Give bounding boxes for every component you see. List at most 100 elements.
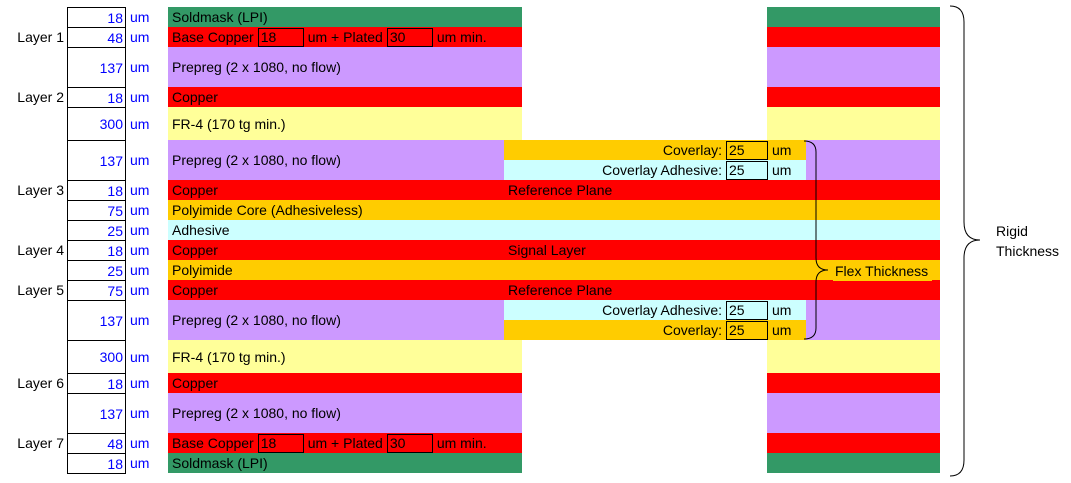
- layer-label: Layer 6: [17, 375, 64, 391]
- prepreg-4-right-band: [767, 393, 940, 433]
- coverlay-top-band: Coverlay: 25 um: [504, 140, 806, 160]
- coverlay-adhesive-top-label: Coverlay Adhesive:: [602, 162, 722, 178]
- fr4-bottom-right-band: [767, 340, 940, 373]
- thickness-unit: um: [130, 375, 150, 391]
- signal-layer-label: Signal Layer: [508, 242, 586, 258]
- rigid-thickness-bracket-icon: [949, 5, 981, 477]
- um-plus-plated-bottom-label: um + Plated: [307, 435, 383, 451]
- coverlay-adhesive-top-value[interactable]: 25: [726, 160, 768, 180]
- thickness-unit: um: [130, 405, 150, 421]
- coverlay-adhesive-bottom-value[interactable]: 25: [726, 300, 768, 320]
- layer-label: Layer 5: [17, 282, 64, 298]
- prepreg-1-band: Prepreg (2 x 1080, no flow): [168, 47, 522, 87]
- copper-layer5-label: Copper: [172, 282, 218, 298]
- prepreg-2-right-band: [806, 140, 940, 180]
- coverlay-adhesive-top-band: Coverlay Adhesive: 25 um: [504, 160, 806, 180]
- prepreg-1-right-band: [767, 47, 940, 87]
- rigid-thickness-line1: Rigid: [996, 223, 1028, 239]
- thickness-cell[interactable]: 48: [67, 27, 126, 48]
- coverlay-bottom-label: Coverlay:: [662, 322, 722, 338]
- thickness-unit: um: [130, 282, 150, 298]
- prepreg-4-band: Prepreg (2 x 1080, no flow): [168, 393, 522, 433]
- plated-top-value[interactable]: 30: [386, 27, 433, 47]
- adhesive-band: Adhesive: [168, 220, 940, 240]
- coverlay-adhesive-top-unit: um: [772, 162, 792, 178]
- coverlay-top-unit: um: [772, 142, 792, 158]
- coverlay-adhesive-bottom-label: Coverlay Adhesive:: [602, 302, 722, 318]
- fr4-top-label: FR-4 (170 tg min.): [172, 115, 286, 132]
- thickness-cell[interactable]: 300: [67, 340, 126, 374]
- base-copper-bottom-value[interactable]: 18: [257, 433, 304, 453]
- flex-thickness-bracket-icon: [803, 140, 829, 340]
- thickness-cell[interactable]: 137: [67, 393, 126, 434]
- coverlay-bottom-value[interactable]: 25: [726, 320, 768, 340]
- thickness-unit: um: [130, 9, 150, 25]
- rigid-thickness-label: Rigid Thickness: [996, 221, 1059, 261]
- thickness-unit: um: [130, 115, 150, 132]
- thickness-cell[interactable]: 75: [67, 280, 126, 301]
- layer-label: Layer 1: [17, 29, 64, 45]
- copper-layer6-right-band: [767, 373, 940, 393]
- base-copper-top-label: Base Copper: [172, 29, 254, 45]
- polyimide-core-label: Polyimide Core (Adhesiveless): [172, 202, 363, 218]
- um-plus-plated-top-label: um + Plated: [307, 29, 383, 45]
- thickness-unit: um: [130, 222, 150, 238]
- thickness-unit: um: [130, 202, 150, 218]
- base-copper-bottom-band: Base Copper 18 um + Plated 30 um min.: [168, 433, 522, 453]
- copper-layer6-band: Copper: [168, 373, 522, 393]
- fr4-top-band: FR-4 (170 tg min.): [168, 107, 522, 140]
- thickness-unit: um: [130, 262, 150, 278]
- coverlay-bottom-band: Coverlay: 25 um: [504, 320, 806, 340]
- polyimide-band: Polyimide: [168, 260, 940, 280]
- soldmask-bottom-band: Soldmask (LPI): [168, 453, 522, 473]
- layer-label: Layer 2: [17, 89, 64, 105]
- um-min-bottom-label: um min.: [436, 435, 487, 451]
- thickness-unit: um: [130, 242, 150, 258]
- soldmask-top-band: Soldmask (LPI): [168, 7, 522, 27]
- copper-layer4-band: Copper Signal Layer: [168, 240, 940, 260]
- coverlay-adhesive-bottom-band: Coverlay Adhesive: 25 um: [504, 300, 806, 320]
- fr4-top-right-band: [767, 107, 940, 140]
- copper-layer2-band: Copper: [168, 87, 522, 107]
- prepreg-3-band: Prepreg (2 x 1080, no flow): [168, 300, 504, 340]
- base-copper-top-value[interactable]: 18: [257, 27, 304, 47]
- thickness-cell[interactable]: 75: [67, 200, 126, 221]
- layer-label: Layer 4: [17, 242, 64, 258]
- thickness-unit: um: [130, 182, 150, 198]
- soldmask-bottom-label: Soldmask (LPI): [172, 455, 268, 471]
- thickness-cell[interactable]: 18: [67, 453, 126, 474]
- thickness-cell[interactable]: 25: [67, 220, 126, 241]
- copper-layer6-label: Copper: [172, 375, 218, 391]
- thickness-unit: um: [130, 348, 150, 365]
- copper-layer3-band: Copper Reference Plane: [168, 180, 940, 200]
- thickness-unit: um: [130, 455, 150, 471]
- base-copper-top-band: Base Copper 18 um + Plated 30 um min.: [168, 27, 522, 47]
- copper-layer5-band: Copper Reference Plane: [168, 280, 940, 300]
- coverlay-top-label: Coverlay:: [662, 142, 722, 158]
- plated-bottom-value[interactable]: 30: [386, 433, 433, 453]
- thickness-cell[interactable]: 137: [67, 140, 126, 181]
- thickness-cell[interactable]: 25: [67, 260, 126, 281]
- um-min-top-label: um min.: [436, 29, 487, 45]
- thickness-cell[interactable]: 18: [67, 373, 126, 394]
- polyimide-core-band: Polyimide Core (Adhesiveless): [168, 200, 940, 220]
- prepreg-3-right-band: [806, 300, 940, 340]
- coverlay-top-value[interactable]: 25: [726, 140, 768, 160]
- soldmask-bottom-right-band: [767, 453, 940, 473]
- adhesive-label: Adhesive: [172, 222, 230, 238]
- thickness-unit: um: [130, 29, 150, 45]
- fr4-bottom-label: FR-4 (170 tg min.): [172, 348, 286, 365]
- layer-label: Layer 7: [17, 435, 64, 451]
- thickness-unit: um: [130, 59, 150, 75]
- flex-thickness-label: Flex Thickness: [833, 261, 933, 281]
- soldmask-top-right-band: [767, 7, 940, 27]
- thickness-cell[interactable]: 300: [67, 107, 126, 141]
- thickness-unit: um: [130, 312, 150, 328]
- coverlay-bottom-unit: um: [772, 322, 792, 338]
- reference-plane-lower-label: Reference Plane: [508, 282, 613, 298]
- prepreg-2-band: Prepreg (2 x 1080, no flow): [168, 140, 504, 180]
- copper-layer2-right-band: [767, 87, 940, 107]
- copper-layer4-label: Copper: [172, 242, 218, 258]
- reference-plane-upper-label: Reference Plane: [508, 182, 613, 198]
